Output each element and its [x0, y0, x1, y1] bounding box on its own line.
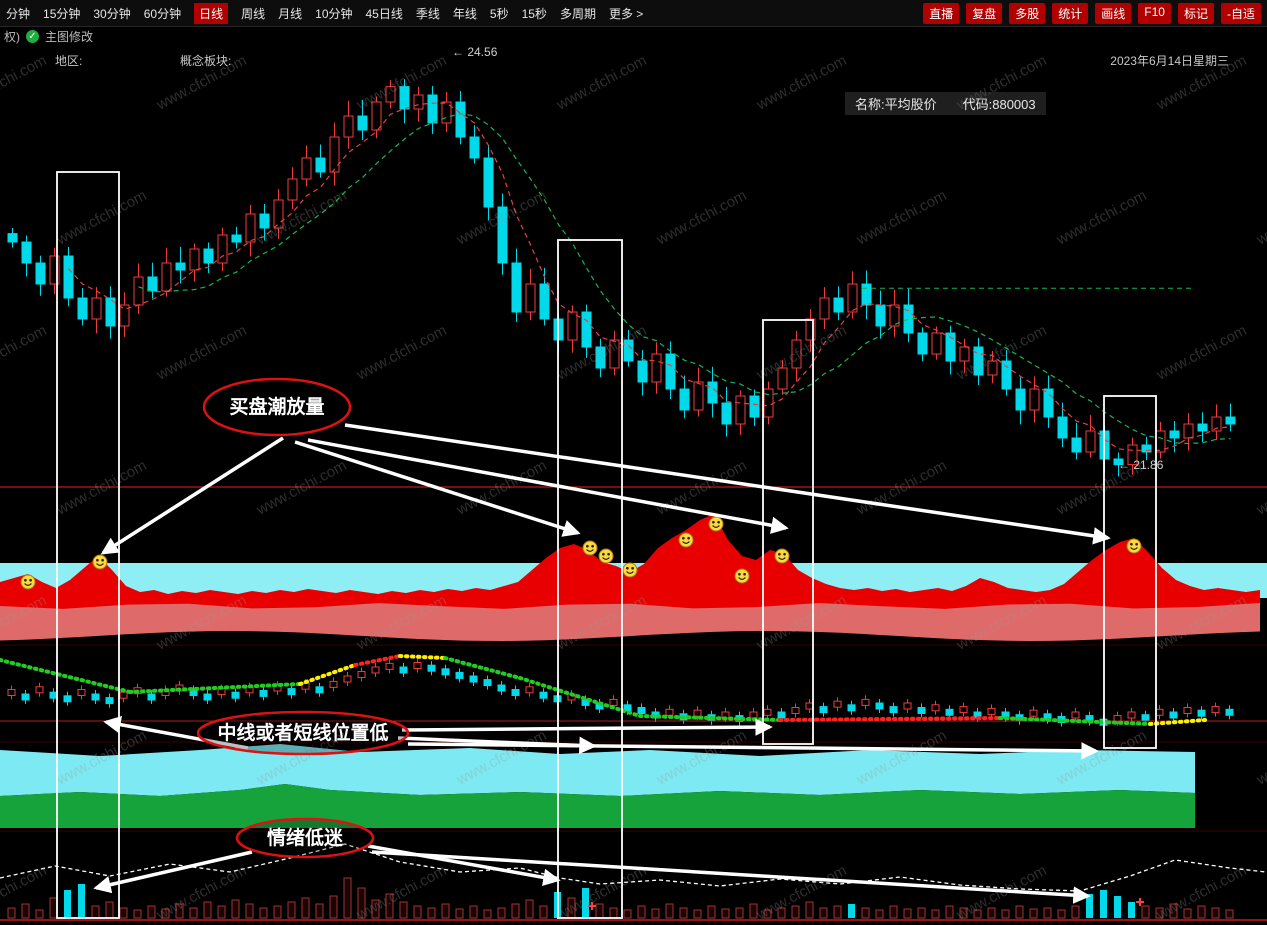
check-icon[interactable]: ✓ [26, 30, 39, 43]
svg-text:www.cfchi.com: www.cfchi.com [553, 322, 649, 384]
buy-tide-panel [0, 514, 1267, 641]
highlight-box [557, 239, 623, 919]
annotation-label: 情绪低迷 [267, 826, 344, 849]
tool-button-标记[interactable]: 标记 [1177, 2, 1214, 24]
svg-text:www.cfchi.com: www.cfchi.com [853, 187, 949, 249]
tool-button--自适[interactable]: -自适 [1221, 2, 1261, 24]
menu-item-60分钟[interactable]: 60分钟 [143, 6, 182, 21]
annotation-arrow [307, 438, 789, 534]
annotation-arrow [344, 423, 1111, 545]
menu-item-更多 >[interactable]: 更多 > [608, 6, 644, 21]
annotation-arrow [93, 850, 253, 894]
svg-text:www.cfchi.com: www.cfchi.com [653, 457, 749, 519]
smiley-icon [20, 574, 36, 590]
svg-text:www.cfchi.com: www.cfchi.com [53, 187, 149, 249]
menu-item-多周期[interactable]: 多周期 [559, 6, 596, 21]
svg-text:www.cfchi.com: www.cfchi.com [1253, 727, 1267, 789]
annotation-arrow [371, 850, 1091, 904]
smiley-icon [582, 540, 598, 556]
smiley-icon [678, 532, 694, 548]
annotation-ellipse: 情绪低迷 [235, 817, 375, 859]
annotation-arrow [294, 440, 581, 537]
menu-item-15分钟[interactable]: 15分钟 [43, 6, 81, 21]
smiley-icon [734, 568, 750, 584]
menu-item-45日线[interactable]: 45日线 [365, 6, 403, 21]
smiley-icon [774, 548, 790, 564]
annotation-ellipse: 中线或者短线位置低 [196, 710, 410, 756]
menu-item-月线[interactable]: 月线 [278, 6, 303, 21]
ma-short-line [68, 102, 1231, 451]
instrument-name: 名称:平均股价 [855, 97, 937, 112]
smiley-icon [92, 554, 108, 570]
svg-text:www.cfchi.com: www.cfchi.com [1053, 187, 1149, 249]
svg-text:www.cfchi.com: www.cfchi.com [553, 52, 649, 114]
menu-item-30分钟[interactable]: 30分钟 [93, 6, 131, 21]
menu-item-年线[interactable]: 年线 [452, 6, 477, 21]
smiley-icon [1126, 538, 1142, 554]
concept-label[interactable]: 概念板块: [180, 54, 232, 68]
low-price-callout: ← 21.86 [1118, 458, 1164, 472]
svg-text:www.cfchi.com: www.cfchi.com [253, 457, 349, 519]
instrument-code: 代码:880003 [962, 97, 1036, 112]
annotation-arrow [103, 716, 249, 750]
tool-button-直播[interactable]: 直播 [923, 2, 960, 24]
svg-text:www.cfchi.com: www.cfchi.com [1253, 457, 1267, 519]
annotation-arrow [367, 844, 561, 887]
svg-text:www.cfchi.com: www.cfchi.com [0, 322, 49, 384]
smiley-icon [598, 548, 614, 564]
svg-text:www.cfchi.com: www.cfchi.com [1253, 187, 1267, 249]
sentiment-band-panel [0, 744, 1195, 828]
main-chart-edit-button[interactable]: 主图修改 [45, 30, 94, 44]
svg-text:www.cfchi.com: www.cfchi.com [753, 52, 849, 114]
sentiment-volume-panel [0, 843, 1267, 919]
svg-text:www.cfchi.com: www.cfchi.com [53, 457, 149, 519]
date-label: 2023年6月14日星期三 [1110, 54, 1229, 68]
menu-item-周线[interactable]: 周线 [241, 6, 266, 21]
annotation-label: 中线或者短线位置低 [217, 721, 388, 744]
tool-button-F10[interactable]: F10 [1138, 2, 1171, 24]
instrument-info: 名称:平均股价 代码:880003 [845, 92, 1046, 115]
tool-button-复盘[interactable]: 复盘 [966, 2, 1003, 24]
tool-button-画线[interactable]: 画线 [1095, 2, 1132, 24]
annotation-arrow [100, 436, 284, 555]
svg-text:www.cfchi.com: www.cfchi.com [653, 187, 749, 249]
highlight-box [1103, 395, 1157, 749]
svg-text:www.cfchi.com: www.cfchi.com [1153, 322, 1249, 384]
tool-button-多股[interactable]: 多股 [1009, 2, 1046, 24]
svg-text:www.cfchi.com: www.cfchi.com [753, 322, 849, 384]
sub-toolbar: 权) ✓ 主图修改 [0, 27, 1267, 46]
annotation-arrows [93, 423, 1111, 904]
menu-item-5秒[interactable]: 5秒 [489, 6, 509, 21]
annotation-label: 买盘潮放量 [229, 395, 324, 418]
main-candles-panel [7, 79, 1236, 477]
menu-item-分钟[interactable]: 分钟 [6, 6, 31, 21]
menu-item-15秒[interactable]: 15秒 [521, 6, 547, 21]
top-menubar: 分钟 15分钟 30分钟 60分钟 日线 周线 月线 10分钟 45日线 季线 年线 5秒 15秒 多周期… [0, 0, 1267, 27]
tool-button-统计[interactable]: 统计 [1052, 2, 1089, 24]
tools-menu: 直播 复盘 多股 统计 画线 F10 标记 -自适 [923, 2, 1261, 24]
svg-text:www.cfchi.com: www.cfchi.com [853, 457, 949, 519]
clipped-label: 权) [4, 30, 20, 44]
annotation-arrow [401, 718, 773, 736]
highlight-box [762, 319, 814, 745]
peak-price-callout: ← 24.56 [452, 45, 498, 59]
svg-text:www.cfchi.com: www.cfchi.com [0, 52, 49, 114]
svg-text:www.cfchi.com: www.cfchi.com [153, 322, 249, 384]
period-menu: 分钟 15分钟 30分钟 60分钟 日线 周线 月线 10分钟 45日线 季线 年线 5秒 15秒 多周期… [6, 2, 644, 24]
menu-item-季线[interactable]: 季线 [415, 6, 440, 21]
menu-item-日线[interactable]: 日线 [194, 2, 229, 24]
midline-panel [0, 654, 1267, 730]
menu-item-10分钟[interactable]: 10分钟 [315, 6, 353, 21]
annotation-ellipse: 买盘潮放量 [202, 377, 352, 437]
annotation-arrow [407, 742, 1099, 760]
ma-long-line [138, 113, 1231, 445]
smiley-icon [708, 516, 724, 532]
region-label[interactable]: 地区: [55, 54, 83, 68]
smiley-icon [622, 562, 638, 578]
svg-text:www.cfchi.com: www.cfchi.com [353, 322, 449, 384]
